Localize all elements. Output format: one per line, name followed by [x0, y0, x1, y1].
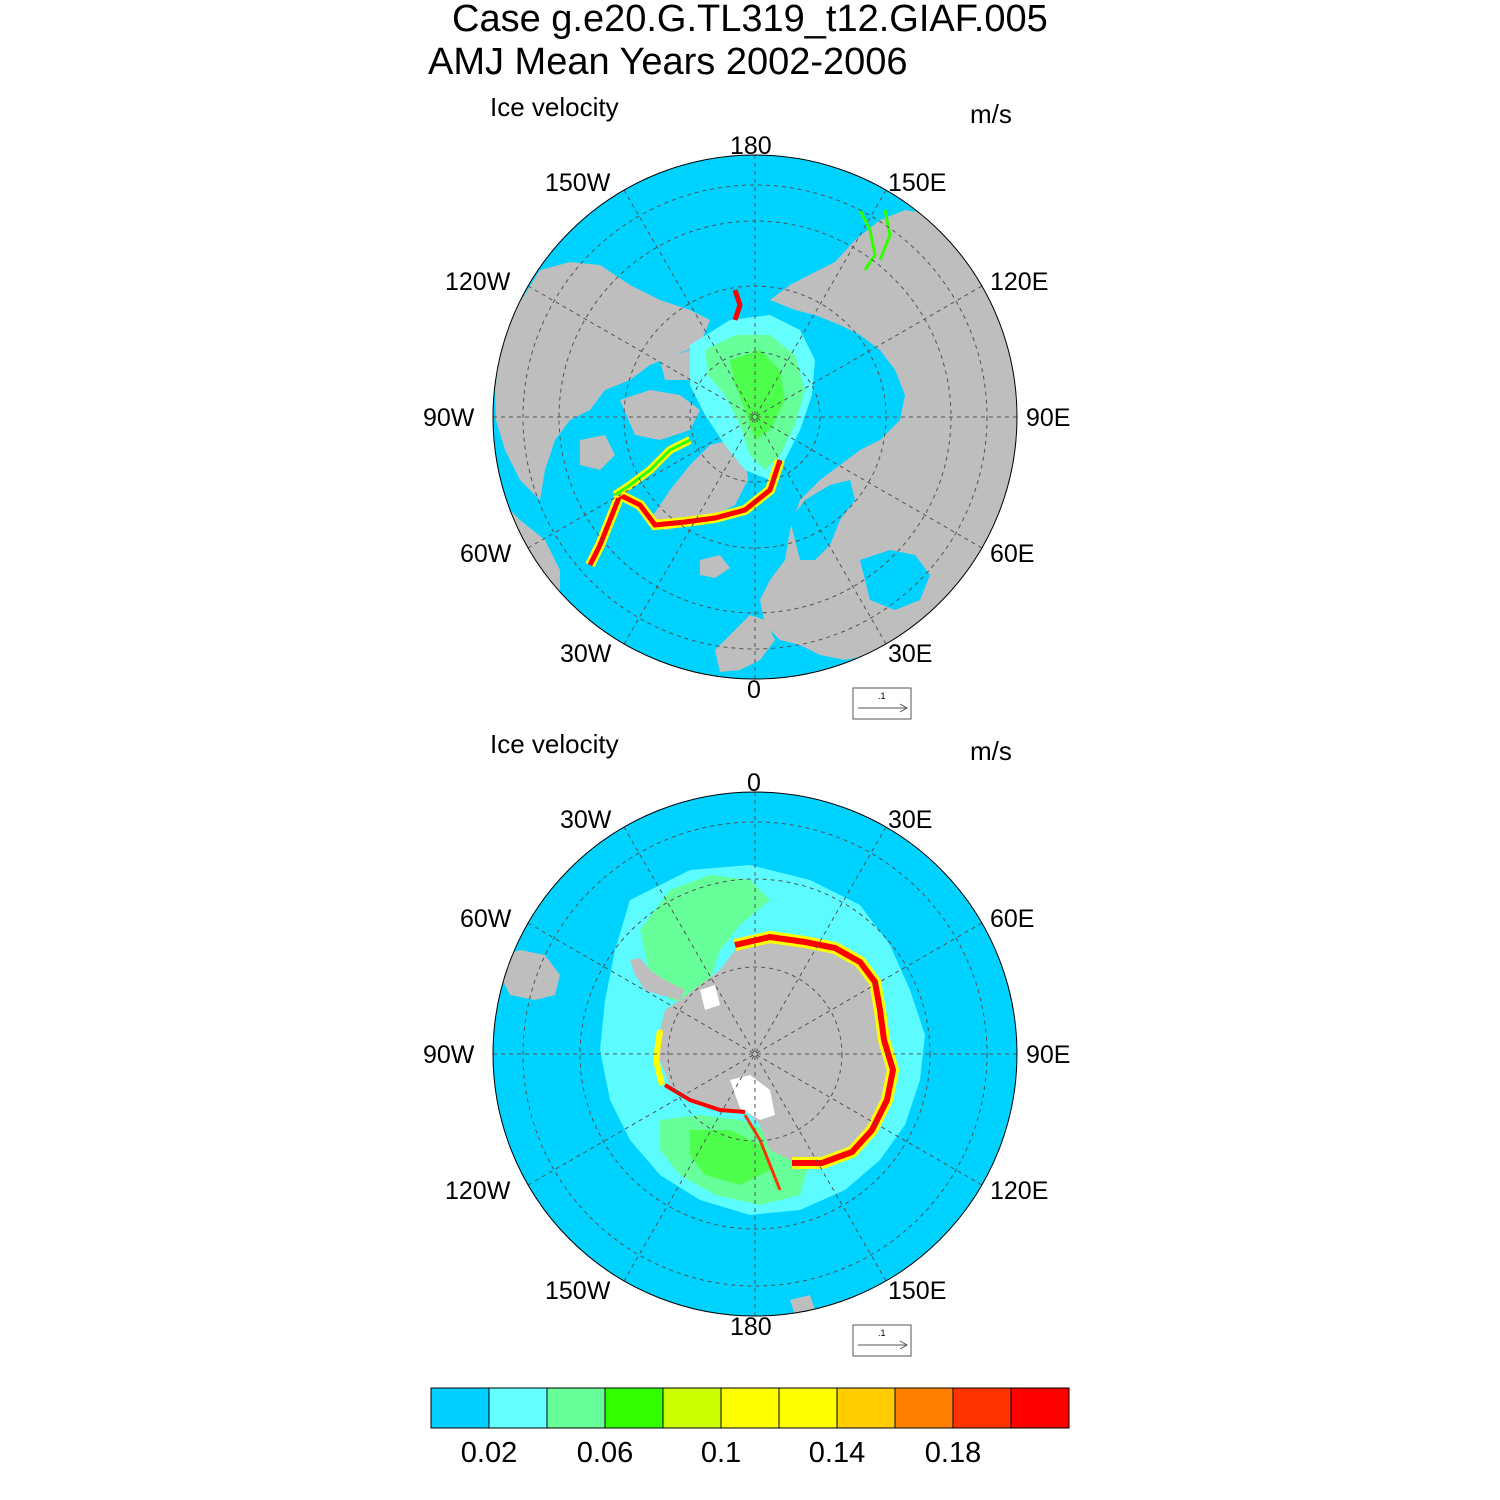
- colorbar-swatch: [1010, 1387, 1070, 1429]
- colorbar: 0.02 0.06 0.1 0.14 0.18: [430, 1387, 1070, 1469]
- antarctic-map: 0 30E 60E 90E 120E 150E 180 150W 120W 90…: [423, 769, 1070, 1357]
- colorbar-swatch: [430, 1387, 490, 1429]
- arctic-lon-label-150e: 150E: [888, 169, 946, 197]
- colorbar-swatch: [778, 1387, 838, 1429]
- colorbar-tick-label: 0.18: [925, 1437, 981, 1469]
- colorbar-tick-label: 0.14: [809, 1437, 865, 1469]
- colorbar-swatch: [836, 1387, 896, 1429]
- arctic-left-title: Ice velocity: [490, 92, 619, 122]
- colorbar-swatch: [894, 1387, 954, 1429]
- arctic-lon-label-30w: 30W: [560, 640, 612, 668]
- arctic-reference-vector: .1: [852, 687, 912, 720]
- antarctic-ref-vector-label: .1: [878, 1328, 886, 1338]
- main-title-line1: Case g.e20.G.TL319_t12.GIAF.005: [452, 0, 1048, 40]
- antarctic-units-label: m/s: [970, 736, 1012, 766]
- antarctic-lon-label-120w: 120W: [445, 1177, 511, 1205]
- colorbar-swatch: [952, 1387, 1012, 1429]
- arctic-lon-label-0: 0: [747, 676, 761, 704]
- antarctic-left-title: Ice velocity: [490, 729, 619, 759]
- colorbar-tick-label: 0.06: [577, 1437, 633, 1469]
- antarctic-lon-label-150w: 150W: [545, 1277, 611, 1305]
- antarctic-lon-label-90e: 90E: [1026, 1041, 1070, 1069]
- arctic-units-label: m/s: [970, 99, 1012, 129]
- antarctic-lon-label-120e: 120E: [990, 1177, 1048, 1205]
- arctic-lon-label-60w: 60W: [460, 540, 512, 568]
- arctic-land: [495, 210, 1017, 672]
- colorbar-swatch: [662, 1387, 722, 1429]
- antarctic-reference-vector: .1: [852, 1324, 912, 1357]
- colorbar-tick-label: 0.1: [701, 1437, 741, 1469]
- antarctic-lon-label-60w: 60W: [460, 905, 512, 933]
- colorbar-swatch: [546, 1387, 606, 1429]
- arctic-lon-label-60e: 60E: [990, 540, 1034, 568]
- arctic-lon-label-150w: 150W: [545, 169, 611, 197]
- arctic-lon-label-180: 180: [730, 132, 772, 160]
- colorbar-tick-label: 0.02: [461, 1437, 517, 1469]
- antarctic-lon-label-90w: 90W: [423, 1041, 475, 1069]
- antarctic-graticule: [493, 792, 1017, 1316]
- arctic-map: 180 150E 120E 90E 60E 30E 0 30W 60W 90W …: [423, 132, 1070, 720]
- arctic-lon-label-90e: 90E: [1026, 404, 1070, 432]
- arctic-lon-label-90w: 90W: [423, 404, 475, 432]
- arctic-ref-vector-label: .1: [878, 691, 886, 701]
- antarctic-lon-label-180: 180: [730, 1313, 772, 1341]
- antarctic-lon-label-0: 0: [747, 769, 761, 797]
- colorbar-swatch: [720, 1387, 780, 1429]
- main-title-line2: AMJ Mean Years 2002-2006: [428, 41, 908, 83]
- colorbar-swatch: [488, 1387, 548, 1429]
- arctic-velocity-field: [585, 209, 892, 568]
- arctic-lon-label-120e: 120E: [990, 268, 1048, 296]
- antarctic-lon-label-30e: 30E: [888, 806, 932, 834]
- antarctic-lon-label-60e: 60E: [990, 905, 1034, 933]
- arctic-lon-label-30e: 30E: [888, 640, 932, 668]
- antarctic-lon-label-30w: 30W: [560, 806, 612, 834]
- arctic-graticule: [493, 155, 1017, 679]
- arctic-lon-label-120w: 120W: [445, 268, 511, 296]
- colorbar-swatch: [604, 1387, 664, 1429]
- antarctic-lon-label-150e: 150E: [888, 1277, 946, 1305]
- antarctic-land: [500, 940, 890, 1315]
